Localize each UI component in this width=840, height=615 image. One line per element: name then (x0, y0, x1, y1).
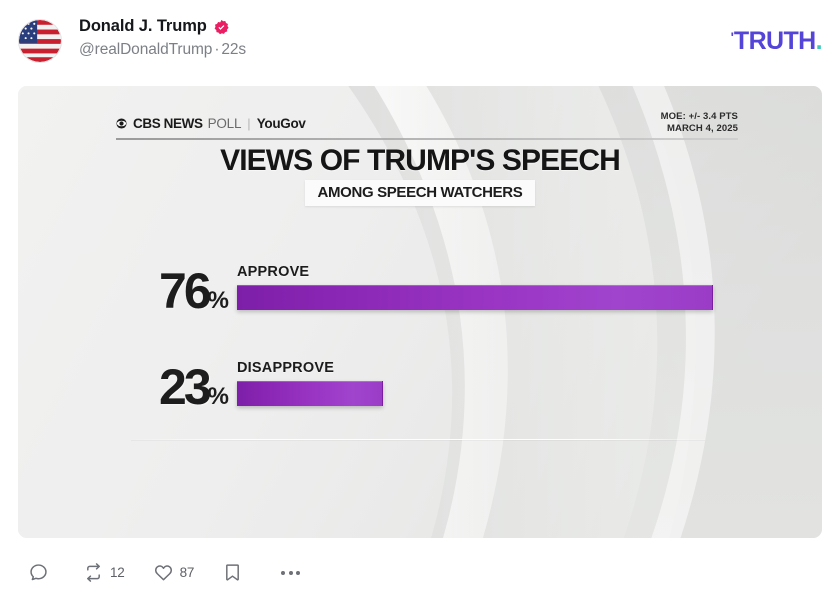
disapprove-label: DISAPPROVE (237, 360, 335, 376)
bookmark-button[interactable] (218, 556, 259, 589)
dot (288, 570, 293, 575)
poll-source-type: POLL (207, 116, 242, 131)
poll-row-disapprove: 23% DISAPPROVE (18, 354, 822, 450)
poll-subtitle: AMONG SPEECH WATCHERS (304, 180, 536, 206)
approve-value: 76 (159, 263, 212, 319)
poll-subtitle-wrap: AMONG SPEECH WATCHERS (18, 180, 822, 206)
approve-percent: 76% (144, 263, 229, 319)
american-flag-avatar (19, 20, 61, 62)
bookmark-icon (226, 564, 240, 581)
approve-percent-symbol: % (207, 287, 229, 314)
like-button[interactable]: 87 (149, 556, 205, 589)
card-background (18, 86, 822, 538)
handle-separator: · (214, 41, 220, 58)
account-name-row: Donald J. Trump (79, 17, 230, 36)
display-name[interactable]: Donald J. Trump (79, 17, 207, 35)
disapprove-bar (237, 381, 383, 406)
poll-source-network: CBS NEWS (133, 116, 203, 131)
approve-bar-group: APPROVE (237, 264, 713, 310)
post-header: Donald J. Trump @realDonaldTrump · 22s ' T… (18, 17, 823, 79)
header-rule (116, 138, 738, 140)
like-count: 87 (179, 565, 195, 580)
logo-wordmark: TRUTH (733, 27, 816, 55)
disapprove-percent: 23% (144, 359, 229, 415)
cbs-eye-icon (116, 118, 127, 129)
post-timestamp[interactable]: 22s (221, 41, 247, 58)
account-handle-row: @realDonaldTrump · 22s (79, 41, 246, 59)
disapprove-bar-group: DISAPPROVE (237, 360, 383, 406)
account-handle[interactable]: @realDonaldTrump (79, 41, 213, 58)
poll-graphic-card[interactable]: CBS NEWS POLL | YouGov MOE: +/- 3.4 PTS … (18, 86, 822, 538)
rows-divider (131, 439, 705, 440)
avatar[interactable] (18, 19, 62, 63)
dot (281, 570, 286, 575)
poll-source-row: CBS NEWS POLL | YouGov (116, 116, 306, 131)
disapprove-value: 23 (159, 359, 212, 415)
truth-social-logo: ' TRUTH . (730, 27, 823, 55)
retruth-button[interactable]: 12 (79, 556, 135, 589)
logo-tick: ' (730, 29, 735, 45)
poll-title: VIEWS OF TRUMP'S SPEECH (220, 144, 621, 177)
dot (296, 570, 301, 575)
heart-icon (154, 565, 172, 581)
poll-moe-block: MOE: +/- 3.4 PTS MARCH 4, 2025 (661, 111, 738, 135)
poll-date: MARCH 4, 2025 (667, 123, 738, 135)
retruth-icon (86, 563, 101, 582)
approve-bar (237, 285, 713, 310)
poll-source-divider: | (247, 116, 251, 131)
more-options-icon[interactable] (273, 561, 308, 585)
logo-dot: . (815, 27, 823, 55)
verified-badge-icon (214, 19, 229, 34)
poll-rows: 76% APPROVE 23% DISAPPROVE (18, 258, 822, 450)
poll-row-approve: 76% APPROVE (18, 258, 822, 354)
comment-icon (30, 564, 47, 581)
poll-margin-of-error: MOE: +/- 3.4 PTS (660, 111, 738, 122)
poll-source-partner: YouGov (256, 116, 306, 131)
approve-label: APPROVE (237, 264, 310, 280)
comment-button[interactable] (24, 556, 65, 589)
retruth-count: 12 (110, 565, 125, 580)
disapprove-percent-symbol: % (207, 383, 229, 410)
post-action-bar: 12 87 (24, 556, 308, 589)
